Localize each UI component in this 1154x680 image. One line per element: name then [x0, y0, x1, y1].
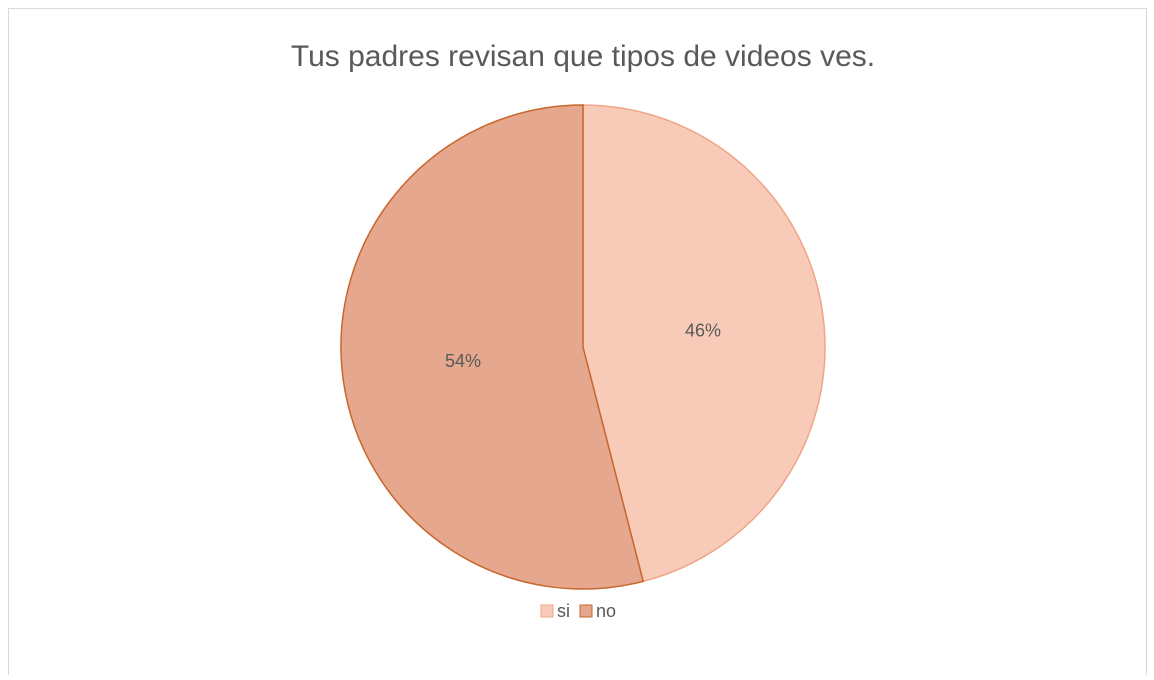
- pie-slice: [582, 104, 826, 583]
- legend-swatch: [540, 604, 554, 618]
- legend-label: no: [596, 601, 616, 621]
- legend-swatch: [579, 604, 593, 618]
- data-label: 54%: [445, 351, 481, 371]
- data-label: 46%: [685, 321, 721, 341]
- pie-slice: [340, 104, 645, 590]
- legend-label: si: [557, 601, 570, 621]
- chart-title: Tus padres revisan que tipos de videos v…: [291, 40, 875, 73]
